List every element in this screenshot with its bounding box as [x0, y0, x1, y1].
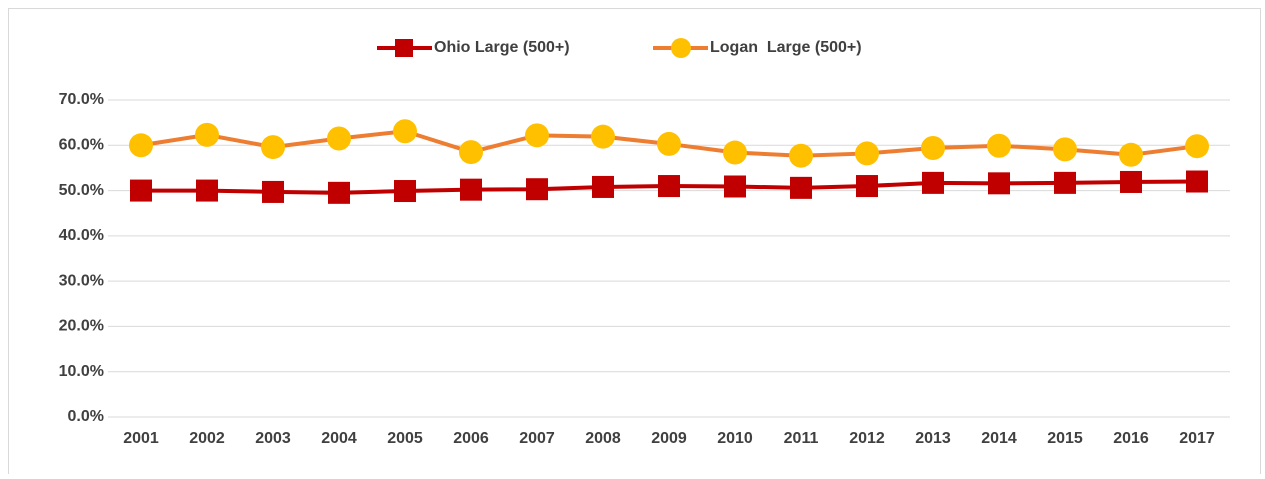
- x-tick-label: 2016: [1113, 430, 1149, 447]
- marker: [261, 135, 285, 160]
- x-tick-label: 2010: [717, 430, 753, 447]
- marker: [922, 171, 944, 194]
- marker: [987, 133, 1011, 158]
- marker: [1119, 142, 1143, 167]
- marker: [723, 140, 747, 165]
- x-tick-label: 2006: [453, 430, 489, 447]
- marker: [724, 175, 746, 198]
- y-tick-label: 50.0%: [59, 182, 104, 199]
- marker: [130, 179, 152, 202]
- x-tick-label: 2013: [915, 430, 951, 447]
- legend-label: Logan Large (500+): [710, 39, 862, 56]
- x-tick-label: 2011: [784, 430, 819, 447]
- marker: [394, 180, 416, 203]
- x-tick-label: 2007: [519, 430, 555, 447]
- x-tick-label: 2014: [981, 430, 1017, 447]
- y-tick-label: 70.0%: [59, 91, 104, 108]
- x-tick-label: 2015: [1047, 430, 1083, 447]
- y-tick-label: 60.0%: [59, 137, 104, 154]
- legend-label: Ohio Large (500+): [434, 39, 570, 56]
- y-tick-label: 30.0%: [59, 272, 104, 289]
- x-tick-label: 2012: [849, 430, 885, 447]
- x-tick-label: 2001: [123, 430, 159, 447]
- marker: [790, 176, 812, 199]
- marker: [460, 178, 482, 201]
- marker: [1120, 170, 1142, 193]
- marker: [526, 178, 548, 201]
- marker: [262, 180, 284, 203]
- legend-marker: [671, 38, 691, 58]
- marker: [196, 179, 218, 202]
- x-tick-label: 2003: [255, 430, 291, 447]
- marker: [129, 133, 153, 158]
- marker: [1186, 170, 1208, 193]
- legend-marker: [395, 39, 413, 57]
- y-tick-label: 20.0%: [59, 318, 104, 335]
- chart-border: [8, 8, 1261, 479]
- marker: [1185, 134, 1209, 159]
- x-tick-label: 2017: [1179, 430, 1215, 447]
- y-tick-label: 10.0%: [59, 363, 104, 380]
- y-tick-label: 40.0%: [59, 227, 104, 244]
- marker: [1054, 171, 1076, 194]
- marker: [658, 175, 680, 198]
- y-tick-label: 0.0%: [68, 408, 104, 425]
- marker: [789, 143, 813, 168]
- x-tick-label: 2005: [387, 430, 423, 447]
- marker: [921, 136, 945, 161]
- marker: [657, 131, 681, 156]
- marker: [988, 172, 1010, 195]
- marker: [592, 175, 614, 198]
- marker: [856, 175, 878, 198]
- marker: [855, 141, 879, 166]
- x-tick-label: 2004: [321, 430, 357, 447]
- x-tick-label: 2009: [651, 430, 687, 447]
- marker: [195, 122, 219, 147]
- marker: [459, 140, 483, 165]
- marker: [328, 181, 350, 204]
- marker: [393, 119, 417, 144]
- x-tick-label: 2008: [585, 430, 621, 447]
- marker: [327, 126, 351, 151]
- marker: [525, 123, 549, 148]
- marker: [1053, 137, 1077, 162]
- marker: [591, 124, 615, 149]
- x-tick-label: 2002: [189, 430, 225, 447]
